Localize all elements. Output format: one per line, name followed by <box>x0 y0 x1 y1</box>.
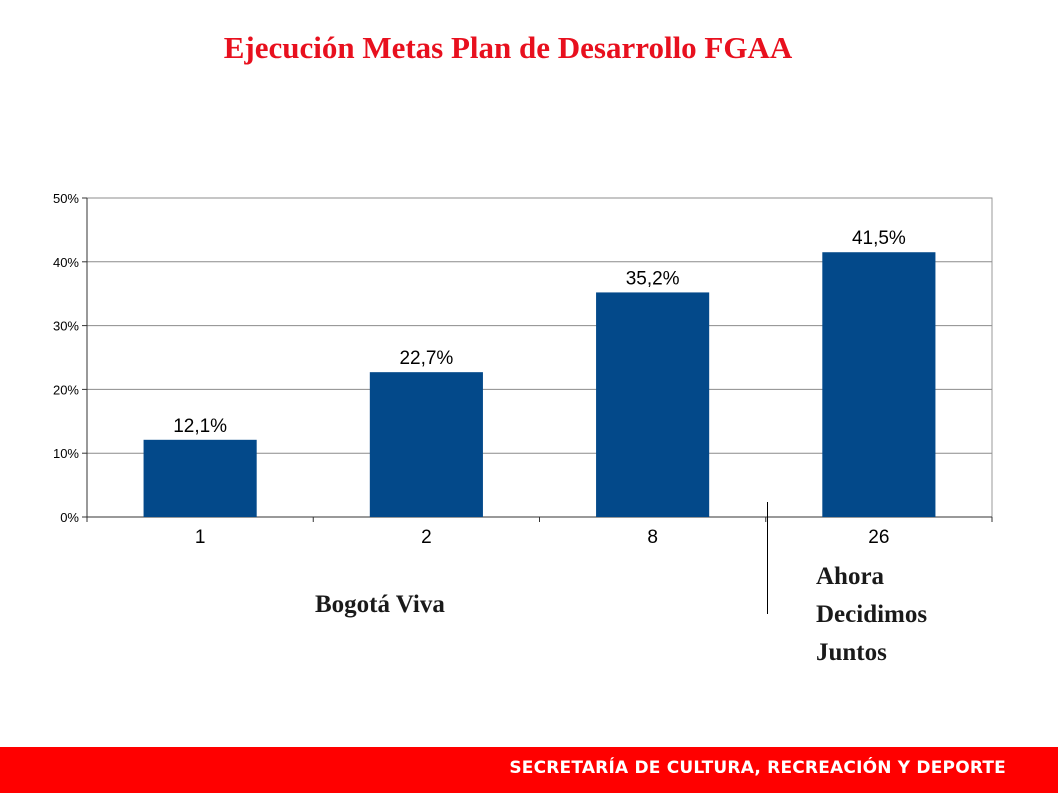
data-label: 12,1% <box>173 416 227 437</box>
bar <box>369 372 483 517</box>
group-label-line: Ahora <box>816 563 885 590</box>
group-label-line: Decidimos <box>816 601 928 628</box>
slide-title: Ejecución Metas Plan de Desarrollo FGAA <box>223 30 793 65</box>
x-tick-label: 26 <box>868 527 889 548</box>
group-label-bogota-viva: Bogotá Viva <box>315 591 445 618</box>
bar <box>822 252 936 518</box>
data-label: 35,2% <box>626 268 680 289</box>
y-tick-label: 10% <box>53 446 79 461</box>
x-tick-label: 1 <box>195 527 206 548</box>
bar-chart: 0% 10% 20% 30% 40% 50% 12,1% 1 22,7% 2 35,2% 8 41,5… <box>53 191 993 548</box>
y-tick-label: 50% <box>53 191 79 206</box>
bar <box>596 292 710 517</box>
data-label: 41,5% <box>852 228 906 249</box>
x-tick-label: 2 <box>421 527 432 548</box>
y-tick-label: 0% <box>60 510 79 525</box>
group-label-line: Juntos <box>816 639 887 666</box>
data-labels: 12,1% 1 22,7% 2 35,2% 8 41,5% 26 <box>173 228 906 548</box>
footer-bar: SECRETARÍA DE CULTURA, RECREACIÓN Y DEPO… <box>0 747 1058 793</box>
group-divider <box>767 502 768 614</box>
bars <box>143 252 936 518</box>
y-tick-label: 30% <box>53 319 79 334</box>
footer-text: SECRETARÍA DE CULTURA, RECREACIÓN Y DEPO… <box>509 758 1006 778</box>
y-tick-label: 20% <box>53 382 79 397</box>
group-label-ahora-decidimos-juntos: Ahora Decidimos Juntos <box>816 558 927 672</box>
data-label: 22,7% <box>399 348 453 369</box>
bar <box>143 439 257 517</box>
y-tick-label: 40% <box>53 255 79 270</box>
x-tick-label: 8 <box>647 527 658 548</box>
